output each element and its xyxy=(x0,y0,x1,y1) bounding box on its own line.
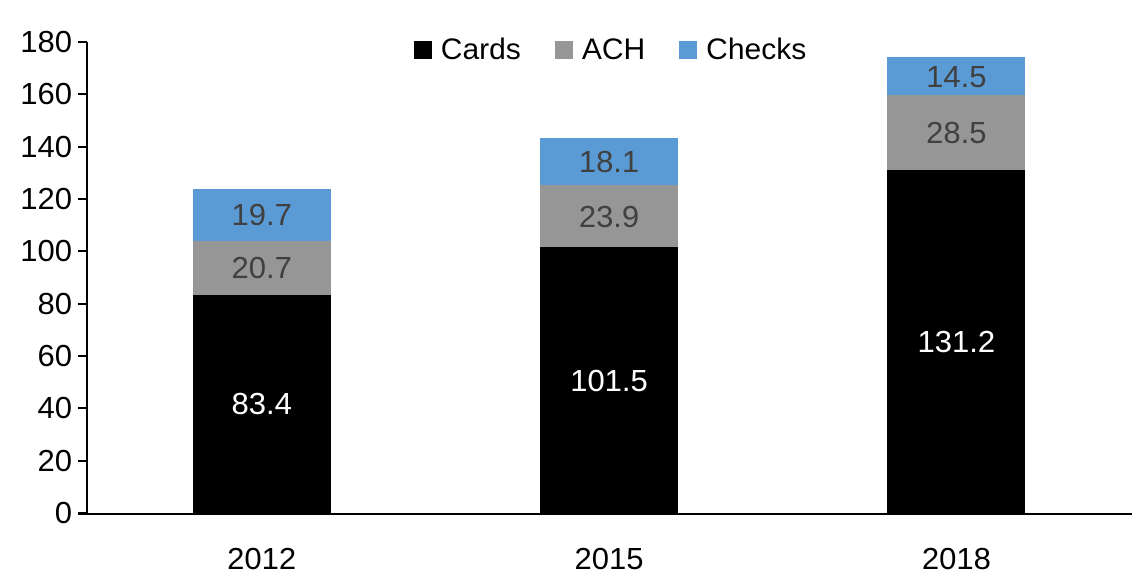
bar-segment-checks-2012: 19.7 xyxy=(192,189,331,241)
bar-segment-cards-2012: 83.4 xyxy=(192,294,331,513)
y-axis-tick-label: 60 xyxy=(37,338,72,373)
data-label: 83.4 xyxy=(231,386,292,422)
legend-swatch-icon xyxy=(413,41,432,59)
x-axis-category-label: 2018 xyxy=(921,541,991,576)
data-label: 19.7 xyxy=(231,197,292,233)
data-label: 23.9 xyxy=(578,198,640,234)
legend-swatch-icon xyxy=(554,41,573,59)
y-axis-tick-mark xyxy=(78,459,87,462)
y-axis-tick-mark xyxy=(78,41,87,43)
y-axis-tick-label: 40 xyxy=(37,390,72,426)
data-label: 131.2 xyxy=(917,323,996,359)
data-label: 20.7 xyxy=(231,250,292,286)
y-axis-tick-mark xyxy=(78,250,87,253)
data-label: 101.5 xyxy=(570,362,648,398)
x-axis-category-label: 2012 xyxy=(227,541,297,576)
y-axis-tick-mark xyxy=(78,512,87,514)
bar-segment-ach-2012: 20.7 xyxy=(192,240,331,295)
y-axis-tick-mark xyxy=(78,355,87,357)
legend-label: ACH xyxy=(581,33,646,66)
y-axis-tick-mark xyxy=(78,93,87,96)
y-axis-tick-label: 80 xyxy=(37,285,72,321)
y-axis-tick-label: 140 xyxy=(20,128,72,164)
legend-swatch-icon xyxy=(679,41,698,59)
y-axis-tick-mark xyxy=(78,407,87,410)
legend-item-cards: Cards xyxy=(413,33,521,66)
data-label: 28.5 xyxy=(926,114,987,150)
y-axis-tick-label: 180 xyxy=(20,24,72,59)
bar-segment-ach-2018: 28.5 xyxy=(887,95,1026,170)
bar-segment-checks-2015: 18.1 xyxy=(540,137,678,185)
y-axis-tick-mark xyxy=(78,198,87,200)
y-axis-tick-label: 160 xyxy=(20,76,72,112)
legend-label: Checks xyxy=(706,33,807,66)
y-axis-tick-mark xyxy=(78,145,87,148)
y-axis-tick-label: 100 xyxy=(20,233,72,269)
y-axis-tick-label: 20 xyxy=(37,442,72,478)
y-axis-tick-label: 0 xyxy=(54,495,72,530)
legend-item-ach: ACH xyxy=(554,33,646,66)
data-label: 18.1 xyxy=(578,143,640,179)
y-axis-tick-label: 120 xyxy=(20,181,72,216)
x-axis-category-label: 2015 xyxy=(574,541,644,576)
bar-segment-cards-2015: 101.5 xyxy=(540,247,678,513)
bar-segment-ach-2015: 23.9 xyxy=(540,184,678,248)
legend-item-checks: Checks xyxy=(679,35,806,65)
data-label: 14.5 xyxy=(926,58,987,94)
y-axis-tick-mark xyxy=(78,302,87,305)
bar-segment-checks-2018: 14.5 xyxy=(887,57,1026,96)
y-axis-line xyxy=(86,42,88,515)
legend-label: Cards xyxy=(440,33,521,66)
x-axis-line xyxy=(78,513,1132,515)
bar-segment-cards-2018: 131.2 xyxy=(887,169,1026,513)
